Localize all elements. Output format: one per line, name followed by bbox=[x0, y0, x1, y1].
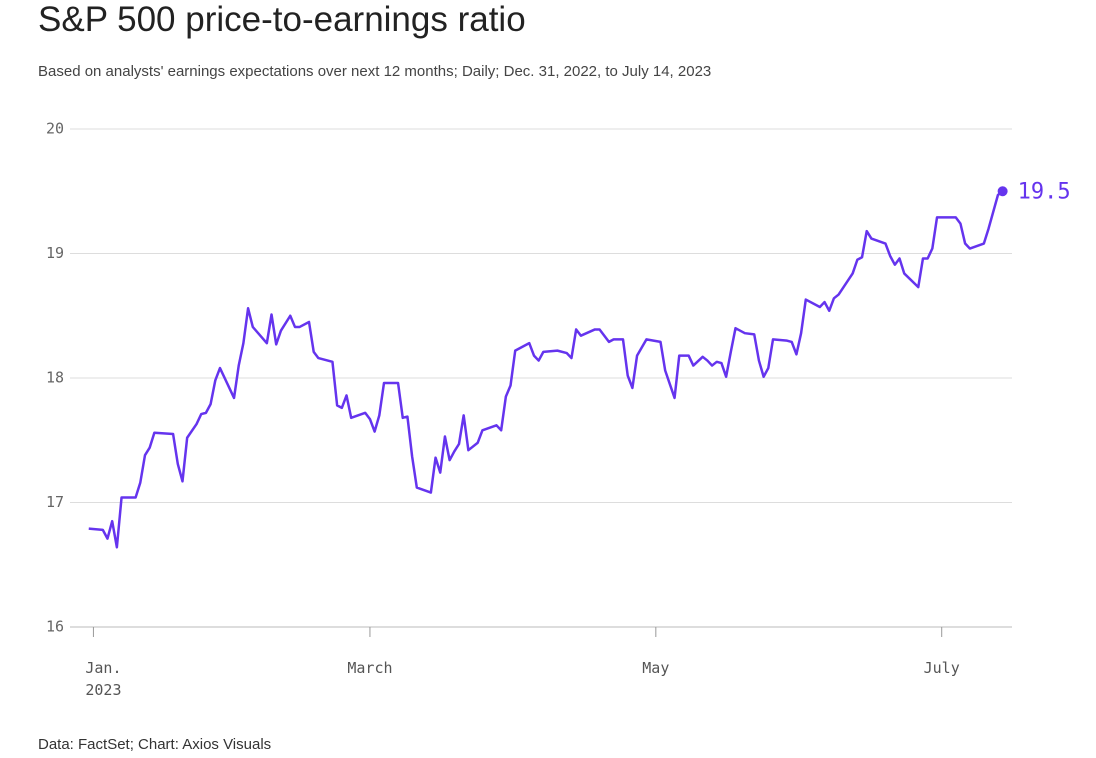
end-point bbox=[997, 186, 1008, 197]
x-tick-label: May bbox=[642, 659, 670, 677]
y-tick-label: 18 bbox=[46, 369, 64, 387]
y-tick-label: 17 bbox=[46, 493, 64, 511]
y-tick-label: 20 bbox=[46, 120, 64, 138]
end-value-label: 19.5 bbox=[1018, 179, 1071, 204]
chart-subtitle: Based on analysts' earnings expectations… bbox=[38, 63, 712, 80]
x-tick-label: March bbox=[347, 659, 393, 677]
source-note: Data: FactSet; Chart: Axios Visuals bbox=[38, 736, 272, 753]
y-tick-label: 16 bbox=[46, 618, 64, 636]
x-tick-label: July bbox=[923, 659, 960, 677]
data-line bbox=[88, 190, 1004, 549]
chart-title: S&P 500 price-to-earnings ratio bbox=[38, 0, 526, 39]
y-tick-label: 19 bbox=[46, 244, 64, 262]
x-tick-label: Jan. 2023 bbox=[85, 659, 122, 699]
